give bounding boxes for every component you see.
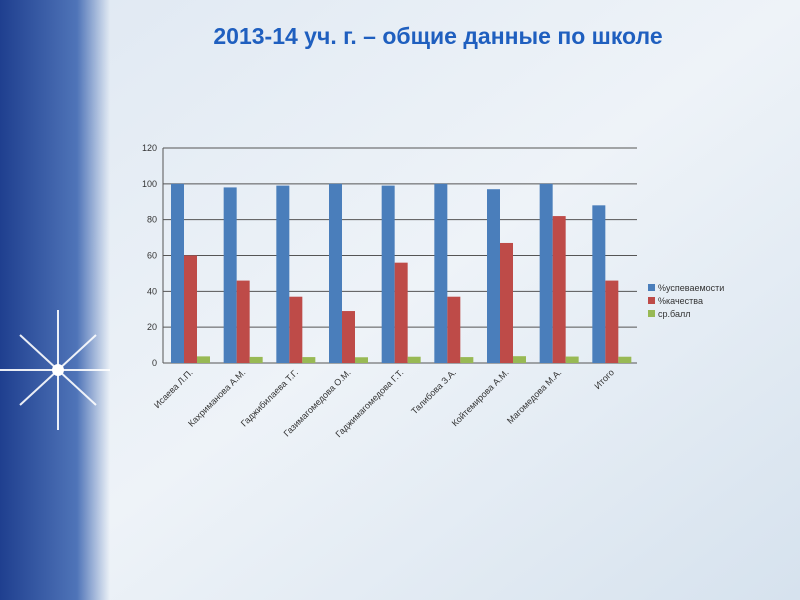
y-tick-label: 20 (147, 322, 157, 332)
chart-title: 2013-14 уч. г. – общие данные по школе (213, 23, 662, 49)
bar (487, 189, 500, 363)
bar (434, 183, 448, 363)
bar (447, 296, 461, 363)
star-core (52, 364, 64, 376)
bar (513, 356, 526, 363)
legend-label: ср.балл (658, 309, 690, 319)
legend-swatch (648, 297, 655, 304)
legend-label: %успеваемости (658, 283, 724, 293)
y-tick-label: 60 (147, 251, 157, 261)
bar (342, 311, 355, 363)
y-tick-label: 120 (142, 143, 157, 153)
y-tick-label: 80 (147, 215, 157, 225)
bar (592, 205, 606, 363)
legend-swatch (648, 310, 655, 317)
y-tick-label: 0 (152, 358, 157, 368)
bar (500, 242, 513, 363)
bar (381, 185, 395, 363)
bar (289, 296, 303, 363)
legend-swatch (648, 284, 655, 291)
bar (197, 356, 210, 363)
bar (236, 280, 250, 363)
bar (355, 357, 368, 363)
bar (565, 356, 579, 363)
side-band (0, 0, 110, 600)
bar (302, 357, 316, 363)
bar (394, 262, 408, 363)
bar (276, 185, 290, 363)
bar (605, 280, 619, 363)
bar (249, 356, 263, 363)
bar (184, 255, 197, 363)
bar (171, 183, 184, 363)
bar (460, 357, 474, 363)
bar (539, 183, 553, 363)
y-tick-label: 40 (147, 286, 157, 296)
bar (552, 216, 566, 363)
bar (407, 356, 421, 363)
legend-label: %качества (658, 296, 703, 306)
y-tick-label: 100 (142, 179, 157, 189)
bar (618, 356, 632, 363)
bar (329, 183, 342, 363)
bar (223, 187, 237, 363)
